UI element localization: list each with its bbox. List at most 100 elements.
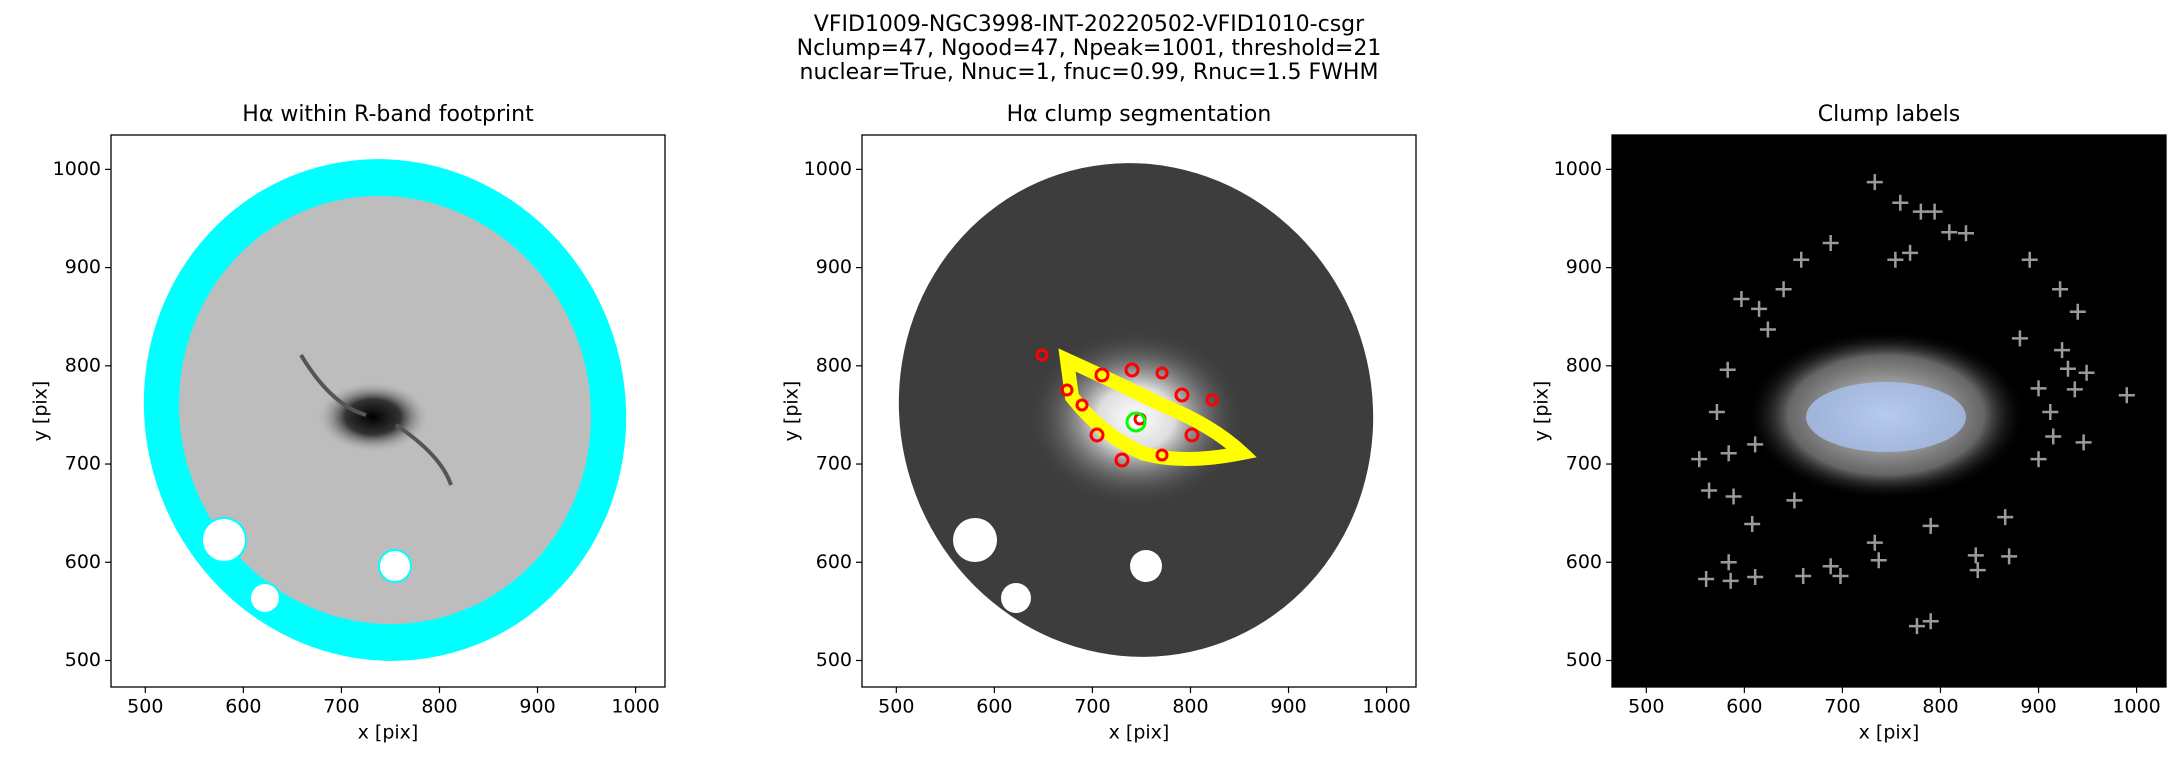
x-tick-label: 600: [1726, 696, 1762, 718]
clump-marker: [1926, 203, 1943, 220]
y-tick-label: 500: [1566, 649, 1602, 671]
x-tick-label: 800: [421, 696, 457, 718]
clump-marker: [1722, 572, 1739, 589]
x-tick-label: 900: [1270, 696, 1306, 718]
x-tick-label: 1000: [611, 696, 659, 718]
y-tick-label: 700: [816, 453, 852, 475]
clump-marker: [1691, 451, 1708, 468]
clump-marker: [1969, 562, 1986, 579]
x-tick-label: 500: [1628, 696, 1664, 718]
x-tick-label: 500: [878, 696, 914, 718]
clump-marker: [1720, 445, 1737, 462]
clump-marker: [1822, 235, 1839, 252]
clump-marker: [1967, 547, 1984, 564]
clump-marker: [2118, 387, 2135, 404]
clump-marker: [1832, 568, 1849, 585]
x-tick-label: 500: [127, 696, 163, 718]
clump-marker: [1759, 321, 1776, 338]
axes-frame: [110, 134, 666, 688]
x-tick-label: 700: [1074, 696, 1110, 718]
clump-marker: [1866, 174, 1883, 191]
x-axis-label: x [pix]: [1859, 722, 1920, 744]
figure-title: VFID1009-NGC3998-INT-20220502-VFID1010-c…: [814, 12, 1365, 37]
y-tick-label: 500: [65, 649, 101, 671]
clump-marker: [1795, 568, 1812, 585]
clump-marker: [2021, 251, 2038, 268]
y-tick-label: 500: [816, 649, 852, 671]
y-tick-label: 1000: [804, 158, 852, 180]
clump-marker: [1902, 244, 1919, 261]
x-axis-label: x [pix]: [358, 722, 419, 744]
clump-marker: [1733, 291, 1750, 308]
y-tick-label: 900: [816, 256, 852, 278]
x-tick-label: 1000: [2112, 696, 2160, 718]
y-axis-label: y [pix]: [1531, 381, 1553, 442]
y-tick-label: 600: [816, 551, 852, 573]
clump-marker: [2045, 428, 2062, 445]
y-tick-label: 1000: [1554, 158, 1602, 180]
clump-marker: [1775, 281, 1792, 298]
x-tick-label: 1000: [1362, 696, 1410, 718]
clump-marker: [1751, 300, 1768, 317]
clump-marker: [1720, 554, 1737, 571]
y-tick-label: 700: [1566, 453, 1602, 475]
y-tick-label: 900: [65, 256, 101, 278]
x-tick-label: 800: [1922, 696, 1958, 718]
image-labels: [1612, 135, 2166, 687]
clump-marker: [1719, 361, 1736, 378]
axes-title: Hα clump segmentation: [1007, 102, 1272, 127]
clump-marker: [2011, 330, 2028, 347]
clump-marker: [1887, 251, 1904, 268]
clump-marker: [1744, 515, 1761, 532]
y-tick-label: 800: [816, 354, 852, 376]
y-axis-label: y [pix]: [30, 381, 52, 442]
clump-marker: [2030, 380, 2047, 397]
y-tick-label: 700: [65, 453, 101, 475]
clump-marker: [2052, 281, 2069, 298]
clump-marker: [1708, 403, 1725, 420]
y-axis-label: y [pix]: [781, 381, 803, 442]
clump-marker: [1870, 552, 1887, 569]
axes-frame: [861, 134, 1417, 688]
y-tick-label: 800: [1566, 354, 1602, 376]
x-tick-label: 700: [1824, 696, 1860, 718]
clump-marker: [1941, 224, 1958, 241]
clump-marker: [1701, 482, 1718, 499]
clump-marker: [1725, 488, 1742, 505]
clump-marker: [1997, 509, 2014, 526]
axes-title: Hα within R-band footprint: [242, 102, 534, 127]
clump-marker: [1908, 618, 1925, 635]
clump-marker: [2078, 364, 2095, 381]
clump-marker: [2054, 342, 2071, 359]
clump-marker: [2030, 451, 2047, 468]
image-segmentation: [898, 163, 1374, 657]
image-footprint: [143, 159, 627, 661]
x-tick-label: 800: [1172, 696, 1208, 718]
clump-marker: [2066, 381, 2083, 398]
clump-marker: [2069, 303, 2086, 320]
y-tick-label: 900: [1566, 256, 1602, 278]
x-tick-label: 900: [2020, 696, 2056, 718]
clump-marker: [1747, 568, 1764, 585]
axes-frame: [1611, 134, 2167, 688]
y-tick-label: 600: [65, 551, 101, 573]
clump-marker: [2059, 360, 2076, 377]
clump-marker: [1866, 534, 1883, 551]
clump-marker: [1922, 517, 1939, 534]
figure-title: nuclear=True, Nnuc=1, fnuc=0.99, Rnuc=1.…: [800, 60, 1379, 85]
clump-marker: [1912, 203, 1929, 220]
clump-marker: [1793, 251, 1810, 268]
x-tick-label: 600: [976, 696, 1012, 718]
clump-marker: [1747, 436, 1764, 453]
x-tick-label: 600: [225, 696, 261, 718]
figure-title: Nclump=47, Ngood=47, Npeak=1001, thresho…: [797, 36, 1382, 61]
clump-marker: [1892, 194, 1909, 211]
x-tick-label: 900: [519, 696, 555, 718]
y-tick-label: 600: [1566, 551, 1602, 573]
x-tick-label: 700: [323, 696, 359, 718]
clump-marker: [1698, 570, 1715, 587]
clump-marker: [1957, 225, 1974, 242]
clump-marker: [1922, 613, 1939, 630]
clump-marker: [2042, 403, 2059, 420]
